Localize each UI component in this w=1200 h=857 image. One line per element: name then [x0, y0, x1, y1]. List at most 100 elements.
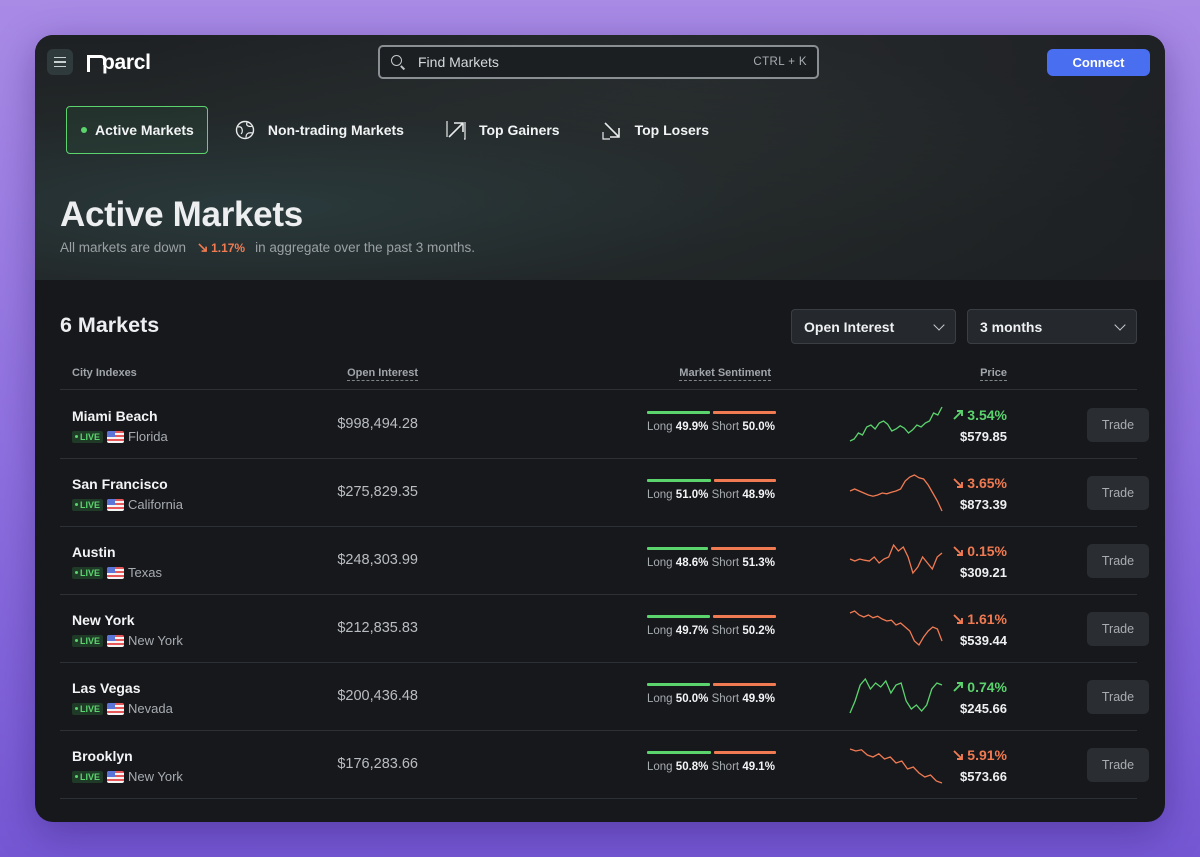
- long-value: 49.9%: [675, 421, 709, 433]
- market-sentiment: Long 49.7% Short 50.2%: [647, 615, 782, 637]
- app-window: parcl Find Markets CTRL + K Connect Acti…: [35, 35, 1165, 822]
- markets-count: 6 Markets: [60, 313, 160, 337]
- tab-non-trading-markets[interactable]: Non-trading Markets: [235, 106, 404, 154]
- menu-button[interactable]: [47, 49, 73, 75]
- search-shortcut: CTRL + K: [753, 56, 807, 68]
- price-value: $573.66: [960, 769, 1007, 784]
- price-change: 3.65%: [953, 475, 1007, 491]
- table-header: City Indexes Open Interest Market Sentim…: [60, 360, 1137, 390]
- short-bar: [712, 615, 776, 618]
- page-title: Active Markets: [60, 195, 303, 234]
- price-value: $245.66: [960, 701, 1007, 716]
- logo[interactable]: parcl: [87, 51, 151, 75]
- open-interest-value: $212,835.83: [337, 620, 418, 636]
- trade-button[interactable]: Trade: [1087, 408, 1149, 442]
- arrow-up-right-icon: [953, 682, 964, 692]
- trade-button[interactable]: Trade: [1087, 476, 1149, 510]
- long-bar: [647, 751, 712, 754]
- open-interest-value: $248,303.99: [337, 552, 418, 568]
- live-badge: LIVE: [72, 634, 104, 647]
- long-bar: [647, 615, 710, 618]
- sort-select[interactable]: Open Interest: [791, 309, 956, 344]
- price-sparkline: [849, 543, 943, 575]
- trade-button[interactable]: Trade: [1087, 680, 1149, 714]
- page-subtitle: All markets are down 1.17% in aggregate …: [60, 240, 475, 255]
- long-bar: [647, 683, 711, 686]
- long-bar: [647, 479, 712, 482]
- tab-top-losers[interactable]: Top Losers: [602, 106, 709, 154]
- arrow-up-right-icon: [953, 410, 964, 420]
- long-value: 51.0%: [675, 489, 709, 501]
- short-value: 50.2%: [742, 625, 775, 637]
- open-interest-value: $275,829.35: [337, 484, 418, 500]
- city-name: Las Vegas: [72, 680, 141, 696]
- state-name: Texas: [128, 565, 162, 580]
- price-value: $873.39: [960, 497, 1007, 512]
- market-sentiment: Long 50.8% Short 49.1%: [647, 751, 782, 773]
- arrow-down-right-icon: [953, 750, 964, 760]
- table-row[interactable]: Las Vegas LIVE Nevada $200,436.48 Long 5…: [60, 663, 1149, 731]
- table-row[interactable]: Austin LIVE Texas $248,303.99 Long 48.6%…: [60, 527, 1149, 595]
- search-input[interactable]: Find Markets CTRL + K: [378, 45, 819, 79]
- price-value: $539.44: [960, 633, 1007, 648]
- price-change: 0.74%: [953, 679, 1007, 695]
- price-sparkline: [849, 474, 943, 512]
- open-interest-value: $200,436.48: [337, 688, 418, 704]
- table-row[interactable]: Miami Beach LIVE Florida $998,494.28 Lon…: [60, 391, 1149, 459]
- long-label: Long: [647, 489, 673, 501]
- short-bar: [714, 751, 776, 754]
- trade-button[interactable]: Trade: [1087, 612, 1149, 646]
- column-sentiment[interactable]: Market Sentiment: [679, 367, 771, 381]
- live-dot-icon: [81, 127, 87, 133]
- live-badge: LIVE: [72, 702, 104, 715]
- long-value: 48.6%: [675, 557, 709, 569]
- city-name: San Francisco: [72, 476, 168, 492]
- city-location: LIVE New York: [72, 633, 183, 648]
- us-flag-icon: [107, 702, 125, 715]
- column-price[interactable]: Price: [980, 367, 1007, 381]
- price-change: 1.61%: [953, 611, 1007, 627]
- us-flag-icon: [107, 634, 125, 647]
- long-value: 50.8%: [675, 761, 709, 773]
- long-label: Long: [647, 693, 673, 705]
- tab-active-markets[interactable]: Active Markets: [66, 106, 208, 154]
- column-open-interest[interactable]: Open Interest: [347, 367, 418, 381]
- connect-button[interactable]: Connect: [1047, 49, 1150, 76]
- market-sentiment: Long 51.0% Short 48.9%: [647, 479, 782, 501]
- state-name: New York: [128, 633, 183, 648]
- short-label: Short: [711, 557, 740, 569]
- long-label: Long: [647, 625, 673, 637]
- market-sentiment: Long 49.9% Short 50.0%: [647, 411, 782, 433]
- arrow-down-right-icon: [602, 122, 620, 140]
- short-label: Short: [711, 761, 740, 773]
- short-label: Short: [711, 489, 740, 501]
- price-sparkline: [849, 406, 943, 442]
- live-badge: LIVE: [72, 770, 104, 783]
- arrow-down-right-icon: [198, 243, 207, 252]
- short-bar: [713, 683, 776, 686]
- price-sparkline: [849, 610, 943, 647]
- state-name: Florida: [128, 429, 168, 444]
- long-value: 50.0%: [675, 693, 709, 705]
- table-row[interactable]: New York LIVE New York $212,835.83 Long …: [60, 595, 1149, 663]
- market-sentiment: Long 50.0% Short 49.9%: [647, 683, 782, 705]
- open-interest-value: $998,494.28: [337, 416, 418, 432]
- long-bar: [647, 411, 710, 414]
- market-tabs: Active Markets Non-trading Markets Top G…: [66, 106, 709, 154]
- short-value: 51.3%: [742, 557, 775, 569]
- table-row[interactable]: San Francisco LIVE California $275,829.3…: [60, 459, 1149, 527]
- long-value: 49.7%: [675, 625, 709, 637]
- trade-button[interactable]: Trade: [1087, 544, 1149, 578]
- table-row[interactable]: Brooklyn LIVE New York $176,283.66 Long …: [60, 731, 1149, 799]
- city-location: LIVE New York: [72, 769, 183, 784]
- open-interest-value: $176,283.66: [337, 756, 418, 772]
- tab-top-gainers[interactable]: Top Gainers: [446, 106, 560, 154]
- trade-button[interactable]: Trade: [1087, 748, 1149, 782]
- price-value: $309.21: [960, 565, 1007, 580]
- arrow-up-right-icon: [446, 120, 466, 140]
- chevron-down-icon: [1114, 318, 1126, 331]
- price-sparkline: [849, 677, 943, 714]
- city-name: Austin: [72, 544, 116, 560]
- search-icon: [390, 54, 406, 70]
- period-select[interactable]: 3 months: [967, 309, 1137, 344]
